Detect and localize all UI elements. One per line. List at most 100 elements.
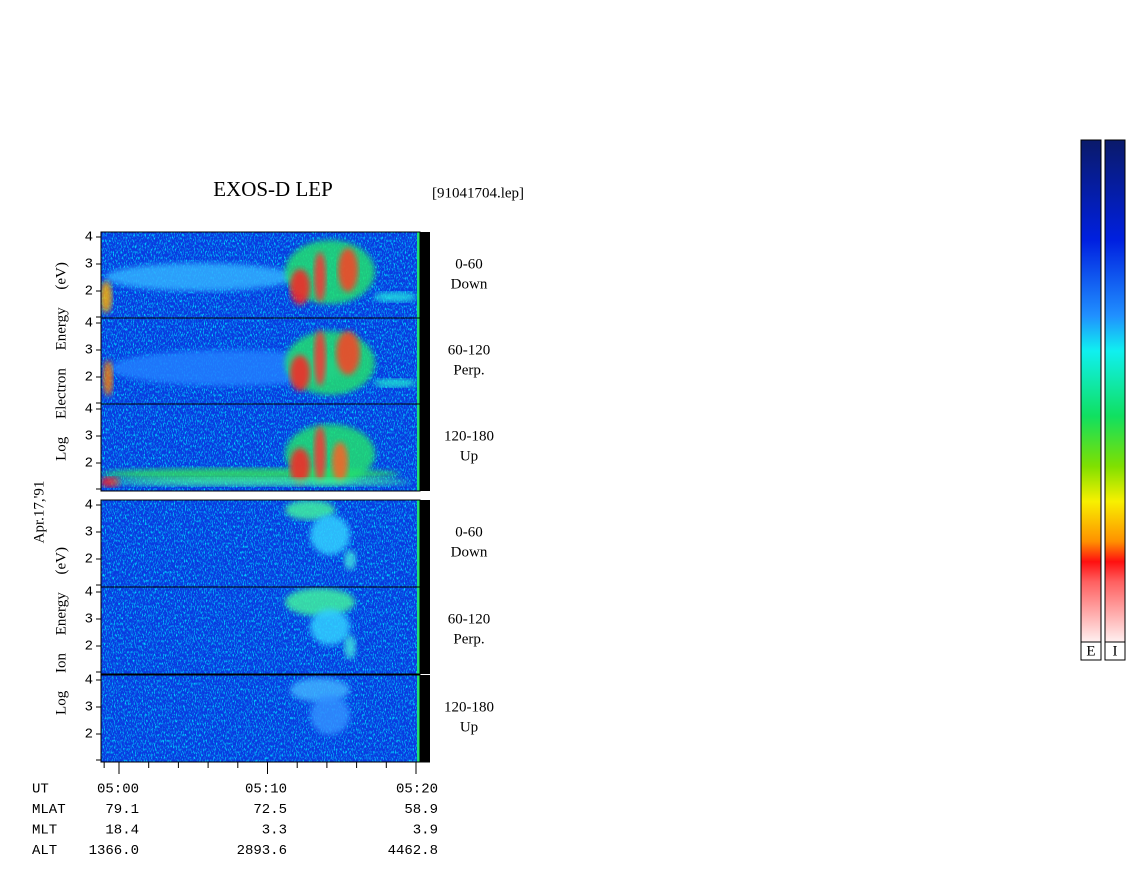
activity [101, 281, 112, 313]
panel-noise [101, 500, 420, 587]
colorbar-label: E [1086, 643, 1095, 659]
y-tick-label: 3 [85, 257, 93, 273]
panel-direction: Up [460, 719, 478, 735]
y-tick-label: 4 [85, 230, 93, 246]
activity [310, 515, 350, 555]
row-value: 72.5 [253, 802, 287, 818]
spectrogram-panel [101, 587, 420, 674]
activity [110, 478, 410, 486]
y-tick-label: 4 [85, 498, 93, 514]
spectrogram-panel [101, 675, 420, 762]
activity [285, 588, 355, 616]
y-tick-label: 4 [85, 673, 93, 689]
colorbar [1104, 139, 1126, 643]
panel-direction: Down [451, 276, 488, 292]
y-tick-label: 2 [85, 727, 93, 743]
row-value: 18.4 [105, 823, 139, 839]
colorbar-label-box [1104, 641, 1126, 661]
panel-frame [100, 586, 421, 675]
edge-strip [417, 675, 420, 762]
row-value: 05:10 [245, 782, 287, 798]
activity [338, 248, 358, 292]
activity [314, 330, 326, 386]
panel-range: 60-120 [448, 611, 491, 627]
spectrogram-panel [101, 318, 420, 405]
spectrogram-panel [101, 500, 420, 587]
row-value: 79.1 [105, 802, 139, 818]
activity [332, 442, 348, 482]
y-tick-label: 2 [85, 552, 93, 568]
row-name: ALT [32, 843, 57, 859]
data-gap [420, 318, 430, 405]
colorbar [1080, 139, 1102, 643]
panel-frame [100, 403, 421, 492]
edge-strip [417, 232, 420, 319]
activity [285, 500, 335, 520]
y-tick-label: 2 [85, 370, 93, 386]
activity [314, 252, 326, 302]
colorbar-label-box [1080, 641, 1102, 661]
data-gap [420, 404, 430, 491]
row-name: MLAT [32, 802, 66, 818]
edge-strip [417, 404, 420, 491]
activity [344, 635, 356, 659]
y-tick-label: 4 [85, 402, 93, 418]
panel-direction: Perp. [453, 631, 484, 647]
row-name: UT [32, 782, 49, 798]
y-tick-label: 4 [85, 316, 93, 332]
row-value: 4462.8 [388, 843, 438, 859]
date: Apr.17,'91 [31, 481, 47, 544]
y-tick-label: 3 [85, 429, 93, 445]
activity [310, 695, 350, 735]
panel-direction: Up [460, 448, 478, 464]
y-tick-label: 3 [85, 525, 93, 541]
colorbar-label: I [1113, 643, 1118, 659]
activity [336, 331, 360, 375]
y-tick-label: 2 [85, 284, 93, 300]
y-axis-label: Log Ion Energy (eV) [53, 547, 69, 715]
panel-range: 120-180 [444, 699, 494, 715]
activity [344, 550, 356, 570]
row-value: 2893.6 [237, 843, 287, 859]
activity [310, 609, 350, 645]
y-tick-label: 3 [85, 343, 93, 359]
spectrogram-panel [101, 232, 420, 319]
y-tick-label: 3 [85, 612, 93, 628]
data-gap [420, 675, 430, 762]
edge-strip [417, 500, 420, 587]
row-name: MLT [32, 823, 57, 839]
activity [290, 269, 310, 305]
activity [290, 355, 310, 391]
activity [290, 448, 310, 484]
row-value: 3.3 [262, 823, 287, 839]
panel-range: 120-180 [444, 428, 494, 444]
spectrograms: 0-60 Down 2 3 4 60-120 Perp. 2 3 4 120-180 Up 2 3 4 Log… [53, 230, 494, 763]
y-tick-label: 2 [85, 456, 93, 472]
panel-range: 0-60 [455, 256, 483, 272]
activity [314, 426, 326, 482]
edge-strip [417, 587, 420, 674]
row-value: 1366.0 [89, 843, 139, 859]
spectrogram-panel [101, 404, 420, 491]
activity [373, 292, 417, 302]
time-axis [101, 761, 430, 774]
file-name: [91041704.lep] [432, 185, 524, 201]
ephemeris: UT 05:00 05:10 05:20 MLAT 79.1 72.5 58.9 MLT 18.4… [32, 782, 438, 860]
panel-noise [101, 587, 420, 674]
data-gap [420, 232, 430, 319]
activity [103, 360, 113, 396]
row-value: 3.9 [413, 823, 438, 839]
y-tick-label: 4 [85, 585, 93, 601]
activity [373, 379, 417, 387]
data-gap [420, 587, 430, 674]
data-gap [420, 500, 430, 587]
panel-direction: Perp. [453, 362, 484, 378]
y-tick-label: 2 [85, 639, 93, 655]
row-value: 05:00 [97, 782, 139, 798]
y-tick-label: 3 [85, 700, 93, 716]
panel-range: 0-60 [455, 524, 483, 540]
panel-direction: Down [451, 544, 488, 560]
